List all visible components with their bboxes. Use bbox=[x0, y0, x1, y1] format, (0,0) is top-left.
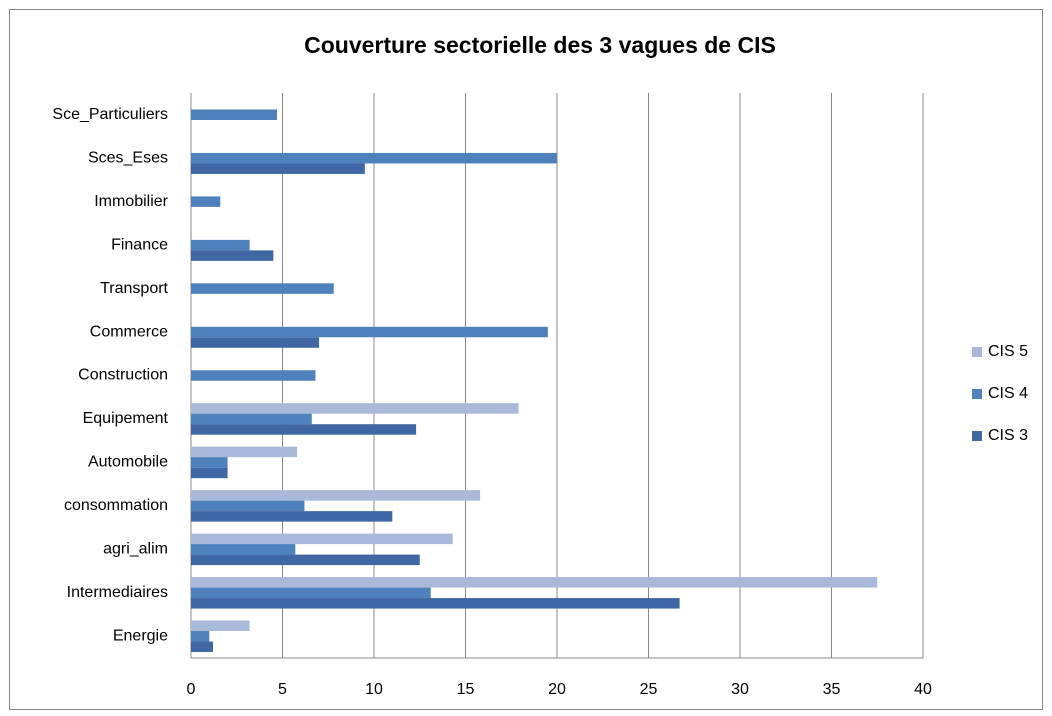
bar bbox=[191, 337, 320, 348]
y-tick-label: Construction bbox=[78, 367, 168, 384]
bar bbox=[191, 544, 296, 555]
bar bbox=[191, 587, 431, 599]
bar bbox=[191, 152, 557, 164]
y-tick-label: Equipement bbox=[83, 410, 169, 427]
bar bbox=[191, 370, 316, 381]
bar bbox=[191, 239, 250, 251]
bar bbox=[191, 109, 278, 120]
y-tick-label: Intermediaires bbox=[67, 584, 168, 601]
y-tick-label: Transport bbox=[100, 280, 168, 297]
x-tick-label: 35 bbox=[823, 681, 841, 698]
bar bbox=[191, 283, 334, 294]
bar bbox=[191, 326, 548, 338]
bar bbox=[191, 446, 298, 458]
y-tick-label: consommation bbox=[64, 497, 168, 514]
bar bbox=[191, 467, 228, 479]
bar bbox=[191, 403, 519, 414]
x-tick-label: 25 bbox=[640, 681, 658, 698]
y-tick-label: Sce_Particuliers bbox=[52, 106, 168, 123]
x-tick-label: 40 bbox=[914, 681, 932, 698]
x-tick-label: 0 bbox=[187, 681, 196, 698]
bar bbox=[191, 631, 210, 642]
y-tick-label: Finance bbox=[111, 236, 168, 253]
x-tick-label: 30 bbox=[731, 681, 749, 698]
bar bbox=[191, 641, 213, 653]
bar bbox=[191, 490, 481, 501]
y-tick-label: Commerce bbox=[90, 323, 168, 340]
bar bbox=[191, 196, 221, 207]
bar bbox=[191, 533, 453, 545]
bar bbox=[191, 163, 365, 174]
legend-swatch bbox=[972, 347, 982, 357]
y-tick-label: Automobile bbox=[88, 454, 168, 471]
x-tick-label: 5 bbox=[278, 681, 287, 698]
bar bbox=[191, 598, 680, 609]
chart-frame bbox=[9, 9, 1043, 710]
bar bbox=[191, 413, 312, 425]
y-tick-label: Energie bbox=[113, 627, 168, 644]
bar bbox=[191, 500, 305, 512]
x-tick-label: 15 bbox=[457, 681, 475, 698]
x-tick-label: 20 bbox=[548, 681, 566, 698]
chart-title: Couverture sectorielle des 3 vagues de C… bbox=[304, 32, 776, 58]
bar bbox=[191, 511, 393, 522]
legend-label: CIS 4 bbox=[988, 385, 1028, 402]
y-tick-label: agri_alim bbox=[103, 541, 168, 558]
bar bbox=[191, 457, 228, 468]
legend-label: CIS 3 bbox=[988, 427, 1028, 444]
y-tick-label: Immobilier bbox=[94, 193, 168, 210]
legend-label: CIS 5 bbox=[988, 343, 1028, 360]
bar bbox=[191, 554, 420, 566]
x-tick-label: 10 bbox=[365, 681, 383, 698]
y-tick-label: Sces_Eses bbox=[88, 149, 168, 166]
legend-swatch bbox=[972, 431, 982, 441]
bar bbox=[191, 250, 274, 261]
bar bbox=[191, 620, 250, 632]
bar bbox=[191, 424, 417, 435]
bar bbox=[191, 577, 878, 588]
legend-swatch bbox=[972, 389, 982, 399]
